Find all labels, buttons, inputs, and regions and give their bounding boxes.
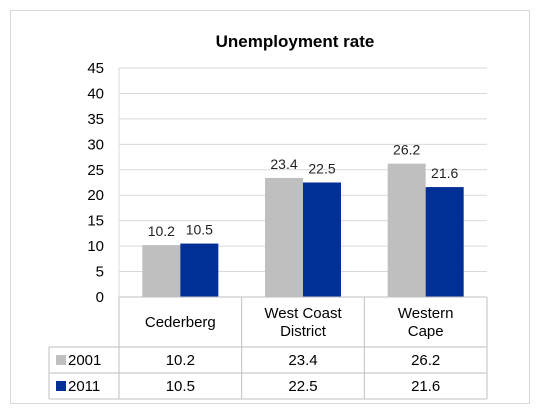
table-cell: 26.2: [411, 352, 440, 369]
y-tick-label: 20: [87, 187, 104, 204]
bars: [142, 163, 464, 297]
bar-2001-1: [265, 177, 303, 297]
y-tick-label: 30: [87, 136, 104, 153]
bar-2011-2: [425, 187, 464, 297]
y-tick-label: 35: [87, 111, 104, 128]
table-cell: 21.6: [411, 378, 440, 395]
y-tick-label: 45: [87, 60, 104, 77]
y-tick-label: 0: [96, 289, 104, 306]
data-label: 22.5: [308, 161, 335, 177]
legend-key-2011: [56, 381, 66, 391]
y-tick-label: 10: [87, 238, 104, 255]
category-label: District: [280, 323, 327, 340]
y-tick-label: 40: [87, 85, 104, 102]
data-label: 23.4: [270, 156, 297, 172]
data-label: 10.2: [148, 223, 175, 239]
data-labels: 10.2 23.4 26.2 10.5 22.5 21.6: [148, 142, 459, 239]
y-axis: 0 5 10 15 20 25 30 35 40 45: [87, 60, 120, 306]
data-label: 26.2: [393, 142, 420, 158]
series-name: 2001: [68, 352, 101, 369]
bar-2011-1: [303, 182, 341, 297]
table-cell: 10.2: [166, 352, 195, 369]
bar-2001-0: [142, 245, 181, 297]
legend-key-2001: [56, 355, 66, 365]
category-label: Cederberg: [145, 314, 216, 331]
table-cell: 10.5: [166, 378, 195, 395]
y-tick-label: 25: [87, 162, 104, 179]
data-label: 21.6: [431, 165, 458, 181]
chart-title: Unemployment rate: [216, 32, 375, 51]
bar-2001-2: [387, 163, 426, 297]
bar-2011-0: [180, 243, 219, 297]
table-cell: 22.5: [288, 378, 317, 395]
category-label: West Coast: [264, 305, 342, 322]
category-label: Cape: [408, 323, 444, 340]
y-tick-label: 5: [96, 264, 104, 281]
data-label: 10.5: [186, 222, 213, 238]
series-name: 2011: [68, 378, 100, 395]
table-cell: 23.4: [288, 352, 317, 369]
y-tick-label: 15: [87, 213, 104, 230]
category-label: Western: [398, 305, 454, 322]
